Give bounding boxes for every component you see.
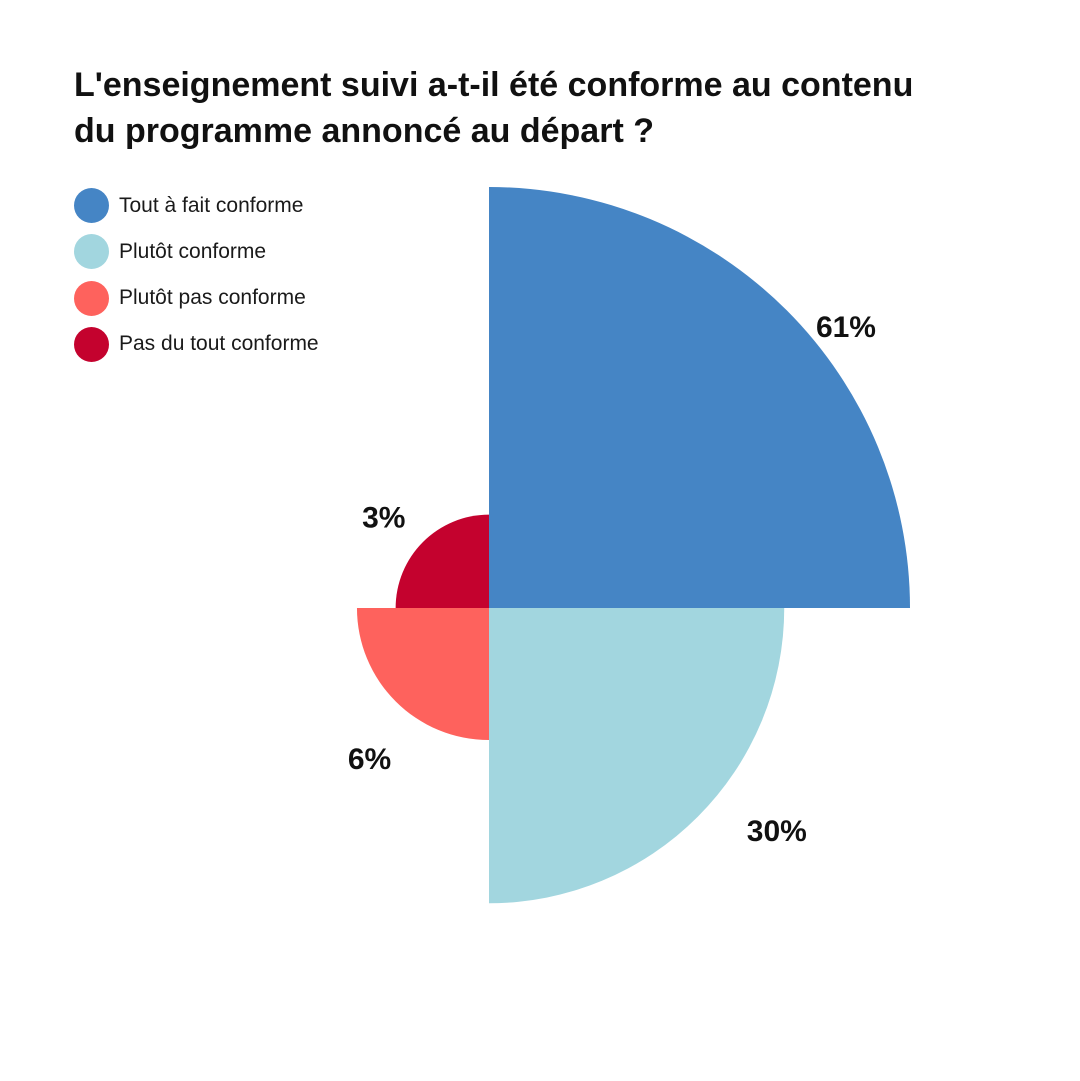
- data-label-plutot-pas-conforme: 6%: [348, 743, 391, 776]
- legend-item-plutot-conforme: Plutôt conforme: [74, 234, 319, 270]
- legend-label-pas-du-tout-conforme: Pas du tout conforme: [119, 332, 319, 356]
- chart-title-line-2: du programme annoncé au départ ?: [74, 112, 654, 150]
- legend-label-tout-a-fait-conforme: Tout à fait conforme: [119, 193, 304, 217]
- legend-swatch-pas-du-tout-conforme: [74, 326, 109, 362]
- data-label-pas-du-tout-conforme: 3%: [362, 502, 405, 535]
- legend-item-tout-a-fait-conforme: Tout à fait conforme: [74, 188, 319, 223]
- legend-label-plutot-pas-conforme: Plutôt pas conforme: [119, 286, 306, 310]
- slice-plutot-pas-conforme: [356, 608, 489, 741]
- slice-tout-a-fait-conforme: [489, 187, 910, 608]
- legend-swatch-plutot-pas-conforme: [74, 280, 109, 316]
- slice-pas-du-tout-conforme: [395, 514, 489, 608]
- legend-item-plutot-pas-conforme: Plutôt pas conforme: [74, 280, 319, 316]
- data-label-tout-a-fait-conforme: 61%: [816, 311, 876, 344]
- legend-swatch-plutot-conforme: [74, 234, 109, 270]
- slice-plutot-conforme: [489, 608, 785, 904]
- legend-item-pas-du-tout-conforme: Pas du tout conforme: [74, 326, 319, 362]
- chart-title-line-1: L'enseignement suivi a-t-il été conforme…: [74, 66, 914, 104]
- chart-title: L'enseignement suivi a-t-il été conforme…: [74, 62, 1034, 154]
- legend-label-plutot-conforme: Plutôt conforme: [119, 239, 267, 263]
- legend-swatch-tout-a-fait-conforme: [74, 188, 109, 223]
- legend: Tout à fait conforme Plutôt conforme Plu…: [74, 188, 319, 373]
- data-label-plutot-conforme: 30%: [747, 815, 807, 848]
